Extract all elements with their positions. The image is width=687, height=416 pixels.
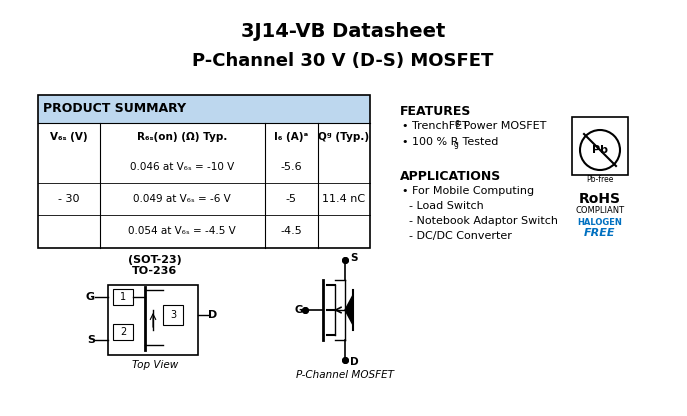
Text: RoHS: RoHS [579,192,621,206]
Bar [113,324,133,340]
Text: 3: 3 [170,310,176,320]
Text: • TrenchFET: • TrenchFET [402,121,469,131]
Text: D: D [208,310,217,320]
Text: COMPLIANT: COMPLIANT [576,206,624,215]
Bar [572,117,628,175]
Text: - DC/DC Converter: - DC/DC Converter [402,231,512,241]
Text: Qᵍ (Typ.): Qᵍ (Typ.) [319,132,370,142]
Text: Pb-free: Pb-free [586,176,613,185]
FancyBboxPatch shape [38,95,370,123]
Text: S: S [350,253,357,263]
Text: - Notebook Adaptor Switch: - Notebook Adaptor Switch [402,216,558,226]
Text: 1: 1 [120,292,126,302]
Circle shape [580,130,620,170]
Text: • 100 % R: • 100 % R [402,137,458,147]
Text: G: G [86,292,95,302]
Text: • For Mobile Computing: • For Mobile Computing [402,186,534,196]
Text: FREE: FREE [584,228,616,238]
Text: 0.049 at V₆ₛ = -6 V: 0.049 at V₆ₛ = -6 V [133,194,231,204]
Text: 11.4 nC: 11.4 nC [322,194,365,204]
Text: -5.6: -5.6 [280,162,302,172]
Text: 0.054 at V₆ₛ = -4.5 V: 0.054 at V₆ₛ = -4.5 V [128,226,236,236]
Text: - Load Switch: - Load Switch [402,201,484,211]
Text: V₆ₛ (V): V₆ₛ (V) [50,132,88,142]
Text: TO-236: TO-236 [133,266,178,276]
Text: D: D [350,357,359,367]
Text: - 30: - 30 [58,194,80,204]
Text: -4.5: -4.5 [280,226,302,236]
Text: PRODUCT SUMMARY: PRODUCT SUMMARY [43,102,186,116]
Text: I₆ (A)ᵃ: I₆ (A)ᵃ [274,132,308,142]
Text: 2: 2 [120,327,126,337]
Text: g: g [454,140,459,149]
Text: -5: -5 [286,194,297,204]
Bar [108,285,198,355]
Text: P-Channel MOSFET: P-Channel MOSFET [296,370,394,380]
Text: Pb: Pb [592,145,608,155]
Bar [163,305,183,325]
Text: R₆ₛ(on) (Ω) Typ.: R₆ₛ(on) (Ω) Typ. [137,132,227,142]
Text: HALOGEN: HALOGEN [578,218,622,227]
Text: (SOT-23): (SOT-23) [128,255,182,265]
Polygon shape [345,295,353,325]
Text: Power MOSFET: Power MOSFET [460,121,546,131]
Text: S: S [87,335,95,345]
Text: P-Channel 30 V (D-S) MOSFET: P-Channel 30 V (D-S) MOSFET [192,52,494,70]
Text: APPLICATIONS: APPLICATIONS [400,170,502,183]
Bar [113,289,133,305]
Text: 3J14-VB Datasheet: 3J14-VB Datasheet [241,22,445,41]
Text: G: G [295,305,303,315]
Text: Tested: Tested [459,137,498,147]
Text: FEATURES: FEATURES [400,105,471,118]
Text: Top View: Top View [132,360,178,370]
Text: 0.046 at V₆ₛ = -10 V: 0.046 at V₆ₛ = -10 V [130,162,234,172]
Text: ®: ® [454,120,462,129]
